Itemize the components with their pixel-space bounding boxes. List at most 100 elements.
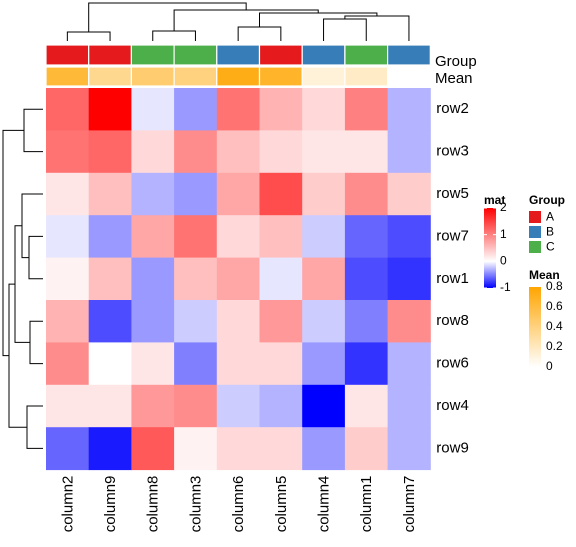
heatmap-cell <box>174 300 218 343</box>
legend-mat-tick: 0 <box>500 254 507 268</box>
legend-mat: mat 2 1 0 -1 <box>484 193 511 294</box>
legend-mat-ticks: 2 1 0 -1 <box>484 200 511 294</box>
group-annotation-cell <box>45 44 90 66</box>
heatmap-cell <box>344 257 389 301</box>
heatmap-cell <box>387 300 431 343</box>
column-label: column6 <box>230 476 247 533</box>
heatmap-cell <box>46 257 90 301</box>
group-annotation-cell <box>88 44 132 66</box>
row-labels: row2 row3 row5 row7 row1 row8 row6 row4 row9 <box>436 100 469 456</box>
legend-mean-tick: 0.4 <box>546 319 563 333</box>
legend-mean-ticks: 0.8 0.6 0.4 0.2 0 <box>546 279 563 373</box>
heatmap-cell <box>259 427 303 471</box>
column-label: column7 <box>401 476 418 533</box>
heatmap-cell <box>387 130 431 174</box>
mean-annotation-cell <box>173 66 218 87</box>
column-label: column9 <box>102 476 119 533</box>
legend-group: Group ABC <box>529 193 565 254</box>
column-label: column3 <box>187 476 204 533</box>
heatmap-cell <box>174 427 218 471</box>
heatmap-cell <box>259 215 303 259</box>
legend-group-swatch <box>529 241 541 253</box>
heatmap-cell <box>344 172 389 216</box>
heatmap-cell <box>302 342 346 386</box>
heatmap-cell <box>88 172 132 216</box>
heatmap-cell <box>302 257 346 301</box>
heatmap-cell <box>88 130 132 174</box>
heatmap-cell <box>174 215 218 259</box>
heatmap-cell <box>344 300 389 343</box>
heatmap-cell <box>174 172 218 216</box>
heatmap-cell <box>88 257 132 301</box>
legend-group-swatch <box>529 226 541 238</box>
row-label: row1 <box>436 270 469 287</box>
heatmap-cell <box>387 88 431 131</box>
mean-annotation-cell <box>130 66 175 87</box>
mean-annotation-cell <box>301 66 346 87</box>
heatmap-cell <box>131 215 175 259</box>
heatmap-cell <box>216 257 260 301</box>
heatmap-cell <box>174 384 218 428</box>
heatmap-cell <box>259 300 303 343</box>
legend-mat-tick: 1 <box>500 227 507 241</box>
legend-group-label: C <box>546 240 555 254</box>
row-label: row3 <box>436 143 469 160</box>
heatmap-cell <box>88 384 132 428</box>
row-label: row6 <box>436 355 469 372</box>
heatmap-cell <box>46 88 90 131</box>
heatmap-cell <box>131 130 175 174</box>
legend-mat-tick: 2 <box>500 200 507 214</box>
heatmap-cell <box>131 88 175 131</box>
heatmap-cell <box>88 342 132 386</box>
heatmap-cell <box>302 427 346 471</box>
legend-mat-colorbar <box>484 208 496 288</box>
heatmap-cell <box>216 427 260 471</box>
heatmap-cell <box>344 384 389 428</box>
heatmap-cell <box>387 342 431 386</box>
legend-mat-title: mat <box>484 193 505 207</box>
column-label: column5 <box>273 476 290 533</box>
legend-group-label: A <box>546 210 554 224</box>
row-label: row9 <box>436 439 469 456</box>
legend-mat-tick: -1 <box>500 280 511 294</box>
legend-mean-tick: 0.6 <box>546 299 563 313</box>
row-label: row4 <box>436 397 469 414</box>
column-label: column8 <box>145 476 162 533</box>
heatmap-cell <box>259 130 303 174</box>
mean-annotation-bar <box>45 66 431 87</box>
heatmap-cell <box>387 257 431 301</box>
group-annotation-cell <box>387 44 431 66</box>
heatmap-cell <box>174 257 218 301</box>
column-dendrogram <box>66 2 410 41</box>
heatmap-cell <box>216 300 260 343</box>
heatmap-cell <box>216 342 260 386</box>
legend-mean-tick: 0 <box>546 359 553 373</box>
heatmap-cell <box>302 88 346 131</box>
heatmap-cell <box>46 300 90 343</box>
group-annotation-cell <box>173 44 218 66</box>
legend-group-entries: ABC <box>529 210 555 254</box>
legend-mean-tick: 0.8 <box>546 279 563 293</box>
group-annotation-cell <box>130 44 175 66</box>
heatmap-cell <box>88 300 132 343</box>
heatmap-cell <box>387 384 431 428</box>
heatmap-cell <box>259 88 303 131</box>
mean-annotation-label: Mean <box>435 70 473 87</box>
heatmap-cell <box>131 172 175 216</box>
heatmap-cell <box>174 88 218 131</box>
group-annotation-bar <box>45 44 431 66</box>
mean-annotation-cell <box>216 66 261 87</box>
mean-annotation-cell <box>88 66 132 87</box>
heatmap-cell <box>259 172 303 216</box>
column-label: column2 <box>59 476 76 533</box>
group-annotation-cell <box>344 44 389 66</box>
heatmap-cell <box>131 427 175 471</box>
heatmap-cell <box>387 215 431 259</box>
row-label: row2 <box>436 100 469 117</box>
heatmap-cell <box>259 384 303 428</box>
row-dendrogram <box>2 108 43 449</box>
heatmap-cell <box>259 257 303 301</box>
mean-annotation-cell <box>387 66 431 87</box>
group-annotation-label: Group <box>435 53 477 70</box>
heatmap-cell <box>302 384 346 428</box>
